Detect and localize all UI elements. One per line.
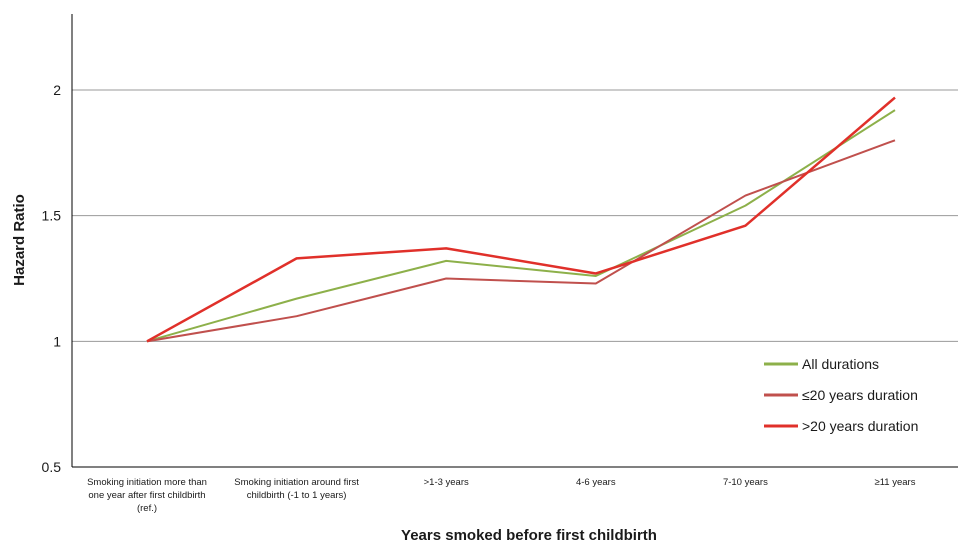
legend-label: All durations xyxy=(802,356,879,372)
y-tick-label: 1.5 xyxy=(42,208,62,224)
x-axis-title: Years smoked before first childbirth xyxy=(401,527,657,543)
series-line-1 xyxy=(146,109,896,343)
legend-label: ≤20 years duration xyxy=(802,387,918,403)
series-line-3 xyxy=(146,96,896,343)
x-tick-label: >1-3 years xyxy=(424,477,469,488)
y-tick-label: 2 xyxy=(53,82,61,98)
grid-lines xyxy=(72,89,958,468)
legend-label: >20 years duration xyxy=(802,418,918,434)
x-tick-label: Smoking initiation more than one year aft… xyxy=(87,477,207,514)
x-tick-label: 4-6 years xyxy=(576,477,616,488)
y-tick-label: 0.5 xyxy=(42,459,62,475)
y-tick-label: 1 xyxy=(53,333,61,349)
x-tick-labels: Smoking initiation more than one year aft… xyxy=(87,477,916,514)
y-tick-labels: 0.5 1 1.5 2 xyxy=(42,82,62,475)
x-tick-label: ≥11 years xyxy=(875,477,916,488)
legend: All durations ≤20 years duration >20 years… xyxy=(764,356,918,434)
x-tick-label: 7-10 years xyxy=(723,477,768,488)
series-lines xyxy=(146,96,896,343)
y-axis-title: Hazard Ratio xyxy=(11,194,28,286)
series-line-2 xyxy=(146,139,896,343)
x-tick-label: Smoking initiation around first childbirt… xyxy=(234,477,359,501)
